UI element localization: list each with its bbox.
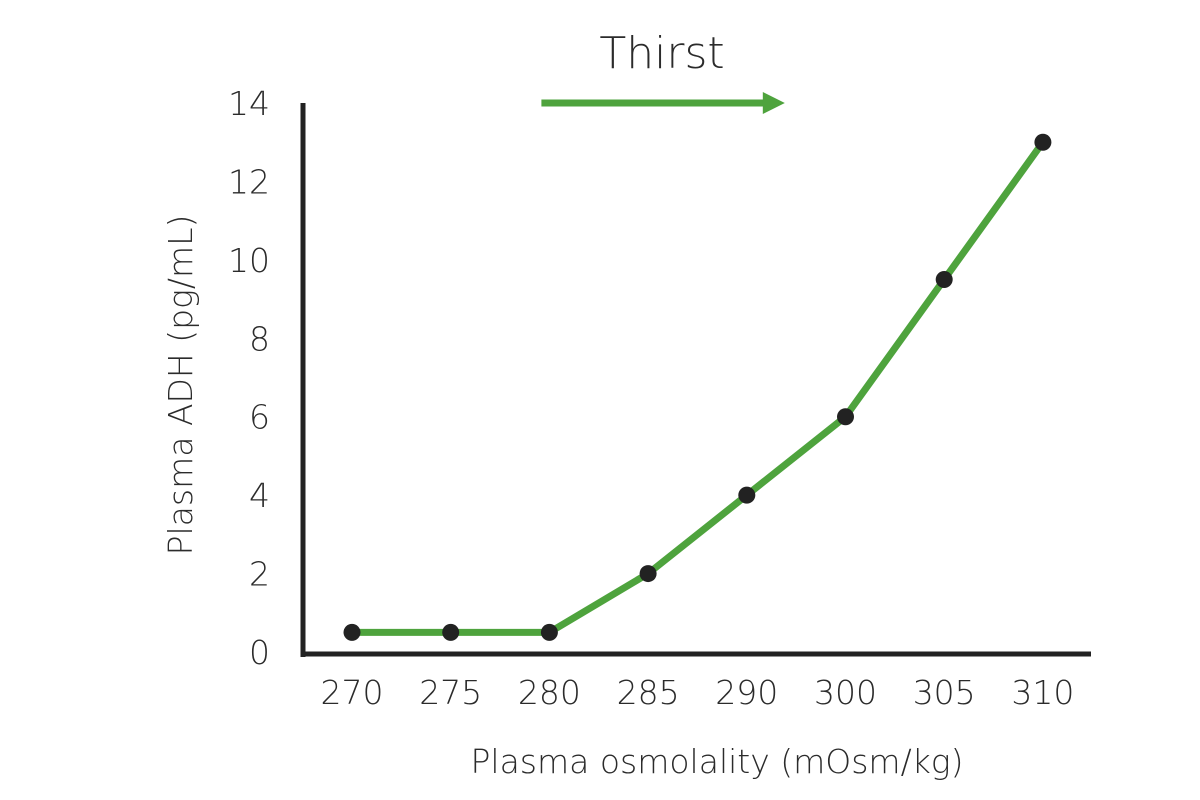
y-tick-label: 8 <box>249 319 270 358</box>
x-tick-label: 270 <box>321 673 384 712</box>
y-tick-label: 12 <box>228 162 270 201</box>
data-point <box>935 270 953 288</box>
data-point <box>738 486 756 504</box>
y-axis-label: Plasma ADH (pg/mL) <box>161 215 200 556</box>
x-tick-label: 305 <box>913 673 976 712</box>
data-point <box>343 623 361 641</box>
x-axis-label: Plasma osmolality (mOsm/kg) <box>471 742 964 781</box>
data-point <box>837 408 854 426</box>
y-tick-label: 6 <box>249 398 270 437</box>
x-tick-label: 300 <box>814 673 877 712</box>
series-line <box>352 140 1046 636</box>
data-point <box>1034 133 1052 151</box>
y-tick-label: 14 <box>228 84 270 123</box>
x-tick-label: 280 <box>518 673 581 712</box>
annotation-thirst-label: Thirst <box>599 28 724 79</box>
data-point <box>540 623 558 641</box>
x-tick-label: 285 <box>617 673 680 712</box>
data-point <box>442 623 460 641</box>
data-point <box>639 565 657 583</box>
y-tick-label: 2 <box>249 555 270 594</box>
y-tick-label: 0 <box>249 633 270 672</box>
y-tick-label: 4 <box>249 476 270 515</box>
thirst-arrow <box>541 92 785 114</box>
arrow-head <box>762 92 785 114</box>
x-tick-label: 275 <box>419 673 482 712</box>
x-tick-label: 310 <box>1011 673 1074 712</box>
series-line-group <box>343 133 1052 641</box>
y-tick-label: 10 <box>228 241 270 280</box>
x-tick-label: 290 <box>715 673 778 712</box>
